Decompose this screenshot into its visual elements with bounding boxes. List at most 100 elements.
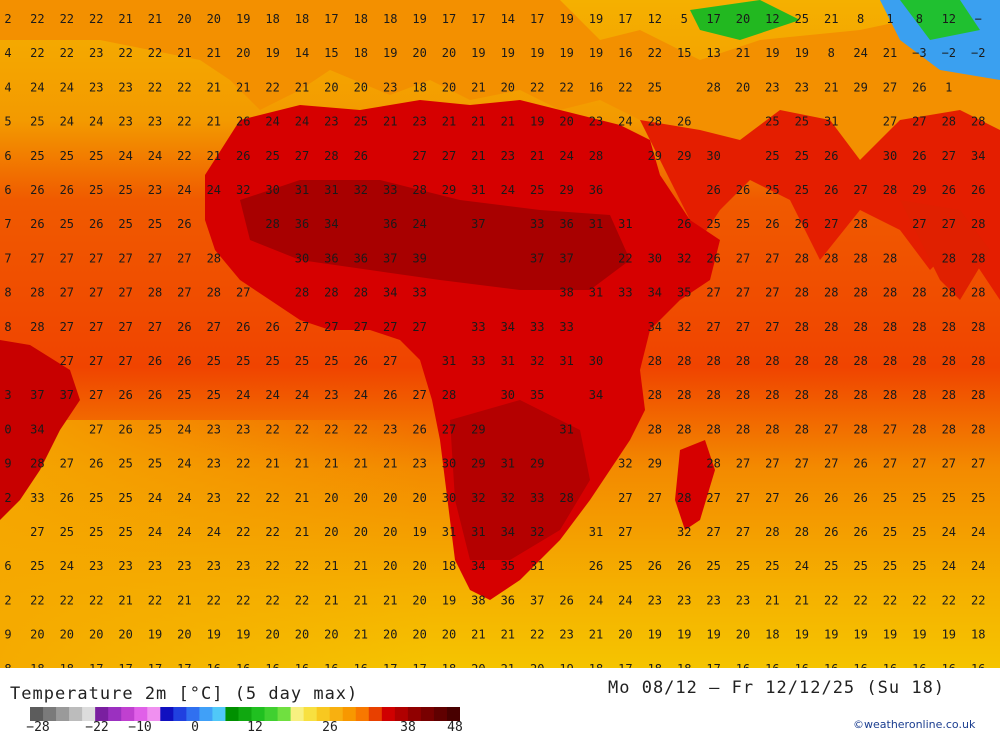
temperature-label: 25	[765, 559, 779, 573]
temperature-label: 26	[795, 217, 809, 231]
temperature-label: 1	[945, 80, 952, 94]
scale-swatch	[407, 707, 422, 721]
temperature-label: 25	[265, 149, 279, 163]
temperature-label: 25	[60, 149, 74, 163]
map-footer: Temperature 2m [°C] (5 day max) Mo 08/12…	[0, 668, 1000, 735]
temperature-label: 20	[736, 628, 750, 642]
temperature-label: 27	[60, 457, 74, 471]
temperature-label: 8	[4, 320, 11, 334]
temperature-label: 20	[295, 628, 309, 642]
temperature-label: 23	[177, 559, 191, 573]
temperature-label: 21	[530, 149, 544, 163]
temperature-label: 37	[471, 217, 485, 231]
temperature-label: 32	[236, 183, 250, 197]
temperature-label: 33	[383, 183, 397, 197]
temperature-label: 21	[295, 80, 309, 94]
temperature-label: 25	[618, 559, 632, 573]
temperature-label: 36	[501, 593, 515, 607]
temperature-label: 21	[354, 559, 368, 573]
temperature-label: 24	[60, 80, 74, 94]
temperature-label: 25	[236, 354, 250, 368]
temperature-label: 28	[971, 354, 985, 368]
scale-swatch	[160, 707, 174, 721]
temperature-label: 24	[265, 388, 279, 402]
temperature-label: 27	[824, 457, 838, 471]
temperature-label: 28	[648, 115, 662, 129]
temperature-label: 21	[736, 46, 750, 60]
temperature-label: 34	[383, 286, 397, 300]
temperature-label: 25	[795, 149, 809, 163]
temperature-label: 29	[471, 457, 485, 471]
temperature-label: 19	[883, 628, 897, 642]
temperature-label: 24	[177, 525, 191, 539]
temperature-label: 34	[589, 388, 603, 402]
temperature-label: 16	[236, 662, 250, 668]
temperature-label: 28	[795, 388, 809, 402]
temperature-label: 17	[471, 12, 485, 26]
temperature-label: 29	[648, 457, 662, 471]
temperature-label: 20	[354, 525, 368, 539]
temperature-label: 25	[118, 217, 132, 231]
arabia-india-land	[640, 110, 1000, 300]
temperature-label: 13	[706, 46, 720, 60]
temperature-label: 27	[736, 320, 750, 334]
temperature-label: 23	[383, 80, 397, 94]
temperature-label: 25	[60, 525, 74, 539]
temperature-label: 27	[765, 491, 779, 505]
temperature-label: 21	[765, 593, 779, 607]
temperature-label: 25	[765, 115, 779, 129]
temperature-label: 21	[295, 457, 309, 471]
temperature-label: 19	[559, 46, 573, 60]
temperature-label: 17	[118, 662, 132, 668]
temperature-label: 23	[795, 80, 809, 94]
temperature-label: 28	[677, 422, 691, 436]
temperature-label: 15	[677, 46, 691, 60]
temperature-label: 20	[60, 628, 74, 642]
temperature-label: 21	[118, 593, 132, 607]
temperature-label: 16	[589, 80, 603, 94]
temperature-label: 24	[236, 388, 250, 402]
temperature-label: 28	[824, 354, 838, 368]
temperature-label: 26	[412, 422, 426, 436]
temperature-label: 28	[648, 422, 662, 436]
temperature-label: 22	[618, 251, 632, 265]
temperature-label: 19	[795, 628, 809, 642]
temperature-label: 20	[412, 593, 426, 607]
credit-link[interactable]: ©weatheronline.co.uk	[853, 718, 976, 731]
temperature-label: 26	[354, 354, 368, 368]
temperature-label: 31	[324, 183, 338, 197]
temperature-label: 7	[4, 251, 11, 265]
temperature-label: 21	[501, 628, 515, 642]
temperature-label: 25	[530, 183, 544, 197]
temperature-label: 28	[883, 183, 897, 197]
temperature-label: 22	[89, 593, 103, 607]
temperature-label: 20	[412, 46, 426, 60]
temperature-label: 20	[383, 628, 397, 642]
temperature-label: 23	[89, 559, 103, 573]
temperature-label: 26	[853, 491, 867, 505]
temperature-label: 21	[207, 149, 221, 163]
temperature-label: 26	[942, 183, 956, 197]
temperature-label: 21	[471, 149, 485, 163]
temperature-label: 24	[295, 115, 309, 129]
temperature-label: 25	[177, 388, 191, 402]
temperature-label: 0	[4, 422, 11, 436]
temperature-label: 27	[736, 251, 750, 265]
temperature-label: 36	[383, 217, 397, 231]
temperature-label: 27	[442, 149, 456, 163]
temperature-label: 26	[912, 80, 926, 94]
temperature-label: 36	[295, 217, 309, 231]
temperature-label: 20	[471, 662, 485, 668]
temperature-label: 27	[648, 491, 662, 505]
temperature-label: 6	[4, 183, 11, 197]
temperature-label: 24	[207, 183, 221, 197]
temperature-label: 24	[207, 525, 221, 539]
temperature-label: 28	[942, 354, 956, 368]
temperature-label: 9	[4, 457, 11, 471]
temperature-label: 28	[706, 422, 720, 436]
temperature-label: 26	[971, 183, 985, 197]
temperature-label: 37	[530, 593, 544, 607]
temperature-label: 31	[589, 217, 603, 231]
temperature-label: 35	[530, 388, 544, 402]
temperature-label: 28	[853, 422, 867, 436]
